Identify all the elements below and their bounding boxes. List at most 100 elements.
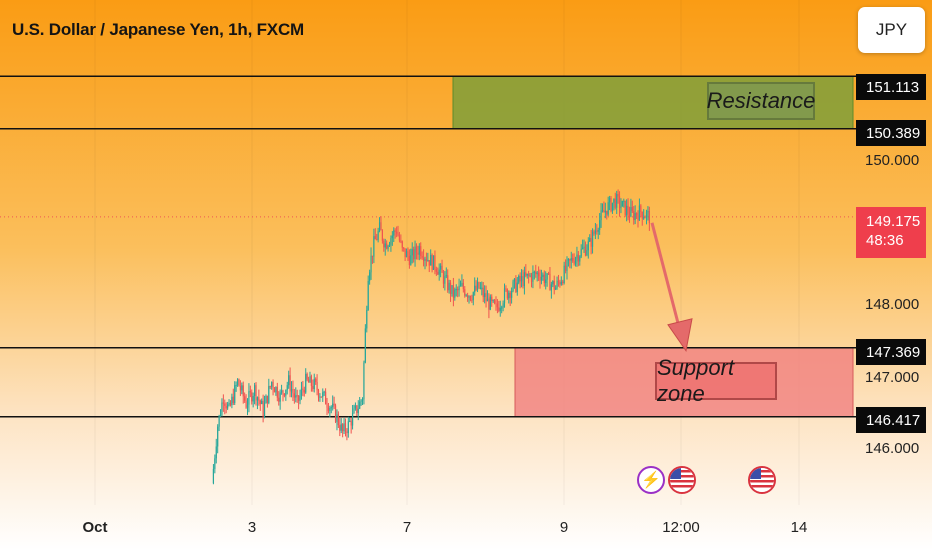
- lightning-icon[interactable]: ⚡: [637, 466, 665, 494]
- candle-body: [620, 206, 622, 209]
- candle-body: [388, 244, 391, 247]
- candle-body: [339, 425, 341, 431]
- candle-body: [591, 231, 594, 247]
- candle-body: [641, 211, 643, 219]
- candle-body: [584, 246, 587, 256]
- candle-body: [593, 231, 595, 234]
- candle-body: [582, 247, 584, 249]
- candle-body: [371, 255, 374, 257]
- candle-body: [496, 303, 499, 308]
- us-flag-icon[interactable]: [748, 466, 776, 494]
- candle-body: [465, 295, 467, 297]
- candle-body: [471, 299, 473, 301]
- chart-title: U.S. Dollar / Japanese Yen, 1h, FXCM: [12, 20, 304, 39]
- price-tag-support-top: 147.369: [856, 339, 926, 365]
- candle-body: [475, 285, 477, 290]
- candle-body: [447, 275, 449, 291]
- candle-body: [594, 230, 596, 234]
- candle-body: [305, 373, 307, 393]
- candle-body: [539, 276, 541, 281]
- candle-body: [580, 248, 582, 257]
- candle-body: [359, 401, 361, 409]
- candle-body: [609, 197, 611, 203]
- projection-arrow: [650, 222, 693, 353]
- candle-body: [231, 396, 233, 406]
- candle-body: [489, 296, 491, 310]
- candle-body: [285, 389, 287, 396]
- candle-body: [374, 236, 376, 240]
- candle-body: [491, 296, 493, 302]
- candle-body: [452, 285, 454, 298]
- candle-body: [265, 395, 267, 404]
- us-flag-icon[interactable]: [668, 466, 696, 494]
- candle-body: [644, 217, 646, 219]
- candle-body: [434, 255, 436, 269]
- candle-body: [519, 275, 521, 282]
- candle-body: [495, 303, 497, 305]
- candle-body: [457, 289, 459, 291]
- candle-body: [361, 399, 364, 401]
- candle-body: [317, 390, 320, 398]
- candle-body: [616, 194, 618, 208]
- candle-body: [553, 280, 555, 290]
- candle-body: [454, 289, 456, 298]
- candle-body: [590, 237, 592, 247]
- candle-body: [302, 388, 304, 390]
- candle-body: [310, 376, 312, 386]
- candle-body: [269, 386, 271, 388]
- candle-body: [472, 292, 474, 301]
- candle-body: [427, 260, 429, 262]
- candle-body: [559, 281, 561, 285]
- candle-body: [229, 403, 232, 406]
- y-tick-label: 146.000: [865, 440, 920, 457]
- candle-body: [525, 272, 527, 276]
- candle-body: [599, 220, 601, 230]
- candle-body: [613, 198, 615, 203]
- candle-body: [538, 272, 540, 277]
- candle-body: [518, 275, 520, 283]
- candle-body: [295, 395, 297, 398]
- candle-body: [276, 387, 278, 398]
- candle-body: [271, 381, 273, 387]
- candle-body: [420, 246, 422, 256]
- candle-body: [445, 275, 447, 277]
- candle-body: [611, 202, 614, 211]
- candle-body: [343, 423, 345, 432]
- candle-body: [600, 210, 602, 221]
- candle-body: [479, 287, 481, 289]
- candle-body: [535, 271, 537, 275]
- candle-body: [333, 403, 335, 406]
- candle-body: [627, 205, 629, 214]
- candle-body: [273, 388, 276, 393]
- candle-body: [292, 389, 294, 394]
- y-tick-label: 148.000: [865, 296, 920, 313]
- candle-body: [604, 210, 606, 213]
- candle-body: [543, 274, 545, 284]
- candle-body: [505, 288, 507, 290]
- candle-body: [583, 246, 585, 248]
- resistance-label: Resistance: [707, 82, 815, 120]
- candle-body: [566, 260, 568, 271]
- currency-button[interactable]: JPY: [858, 7, 925, 53]
- candle-body: [442, 272, 445, 284]
- candle-body: [373, 236, 375, 257]
- candle-body: [303, 389, 305, 393]
- candle-body: [256, 397, 259, 401]
- candle-body: [618, 196, 621, 209]
- candle-body: [503, 288, 506, 304]
- candle-body: [222, 402, 224, 404]
- candle-body: [353, 408, 355, 414]
- candle-body: [356, 405, 358, 414]
- candle-body: [493, 300, 496, 304]
- candle-body: [520, 276, 523, 282]
- candle-body: [378, 222, 381, 232]
- arrow-shaft: [650, 222, 682, 332]
- candle-body: [364, 328, 366, 363]
- y-tick-label: 150.000: [865, 152, 920, 169]
- x-tick-label: 14: [790, 519, 808, 536]
- candle-body: [621, 200, 623, 207]
- candle-body: [459, 285, 462, 287]
- candle-body: [315, 378, 317, 382]
- candle-body: [515, 278, 517, 292]
